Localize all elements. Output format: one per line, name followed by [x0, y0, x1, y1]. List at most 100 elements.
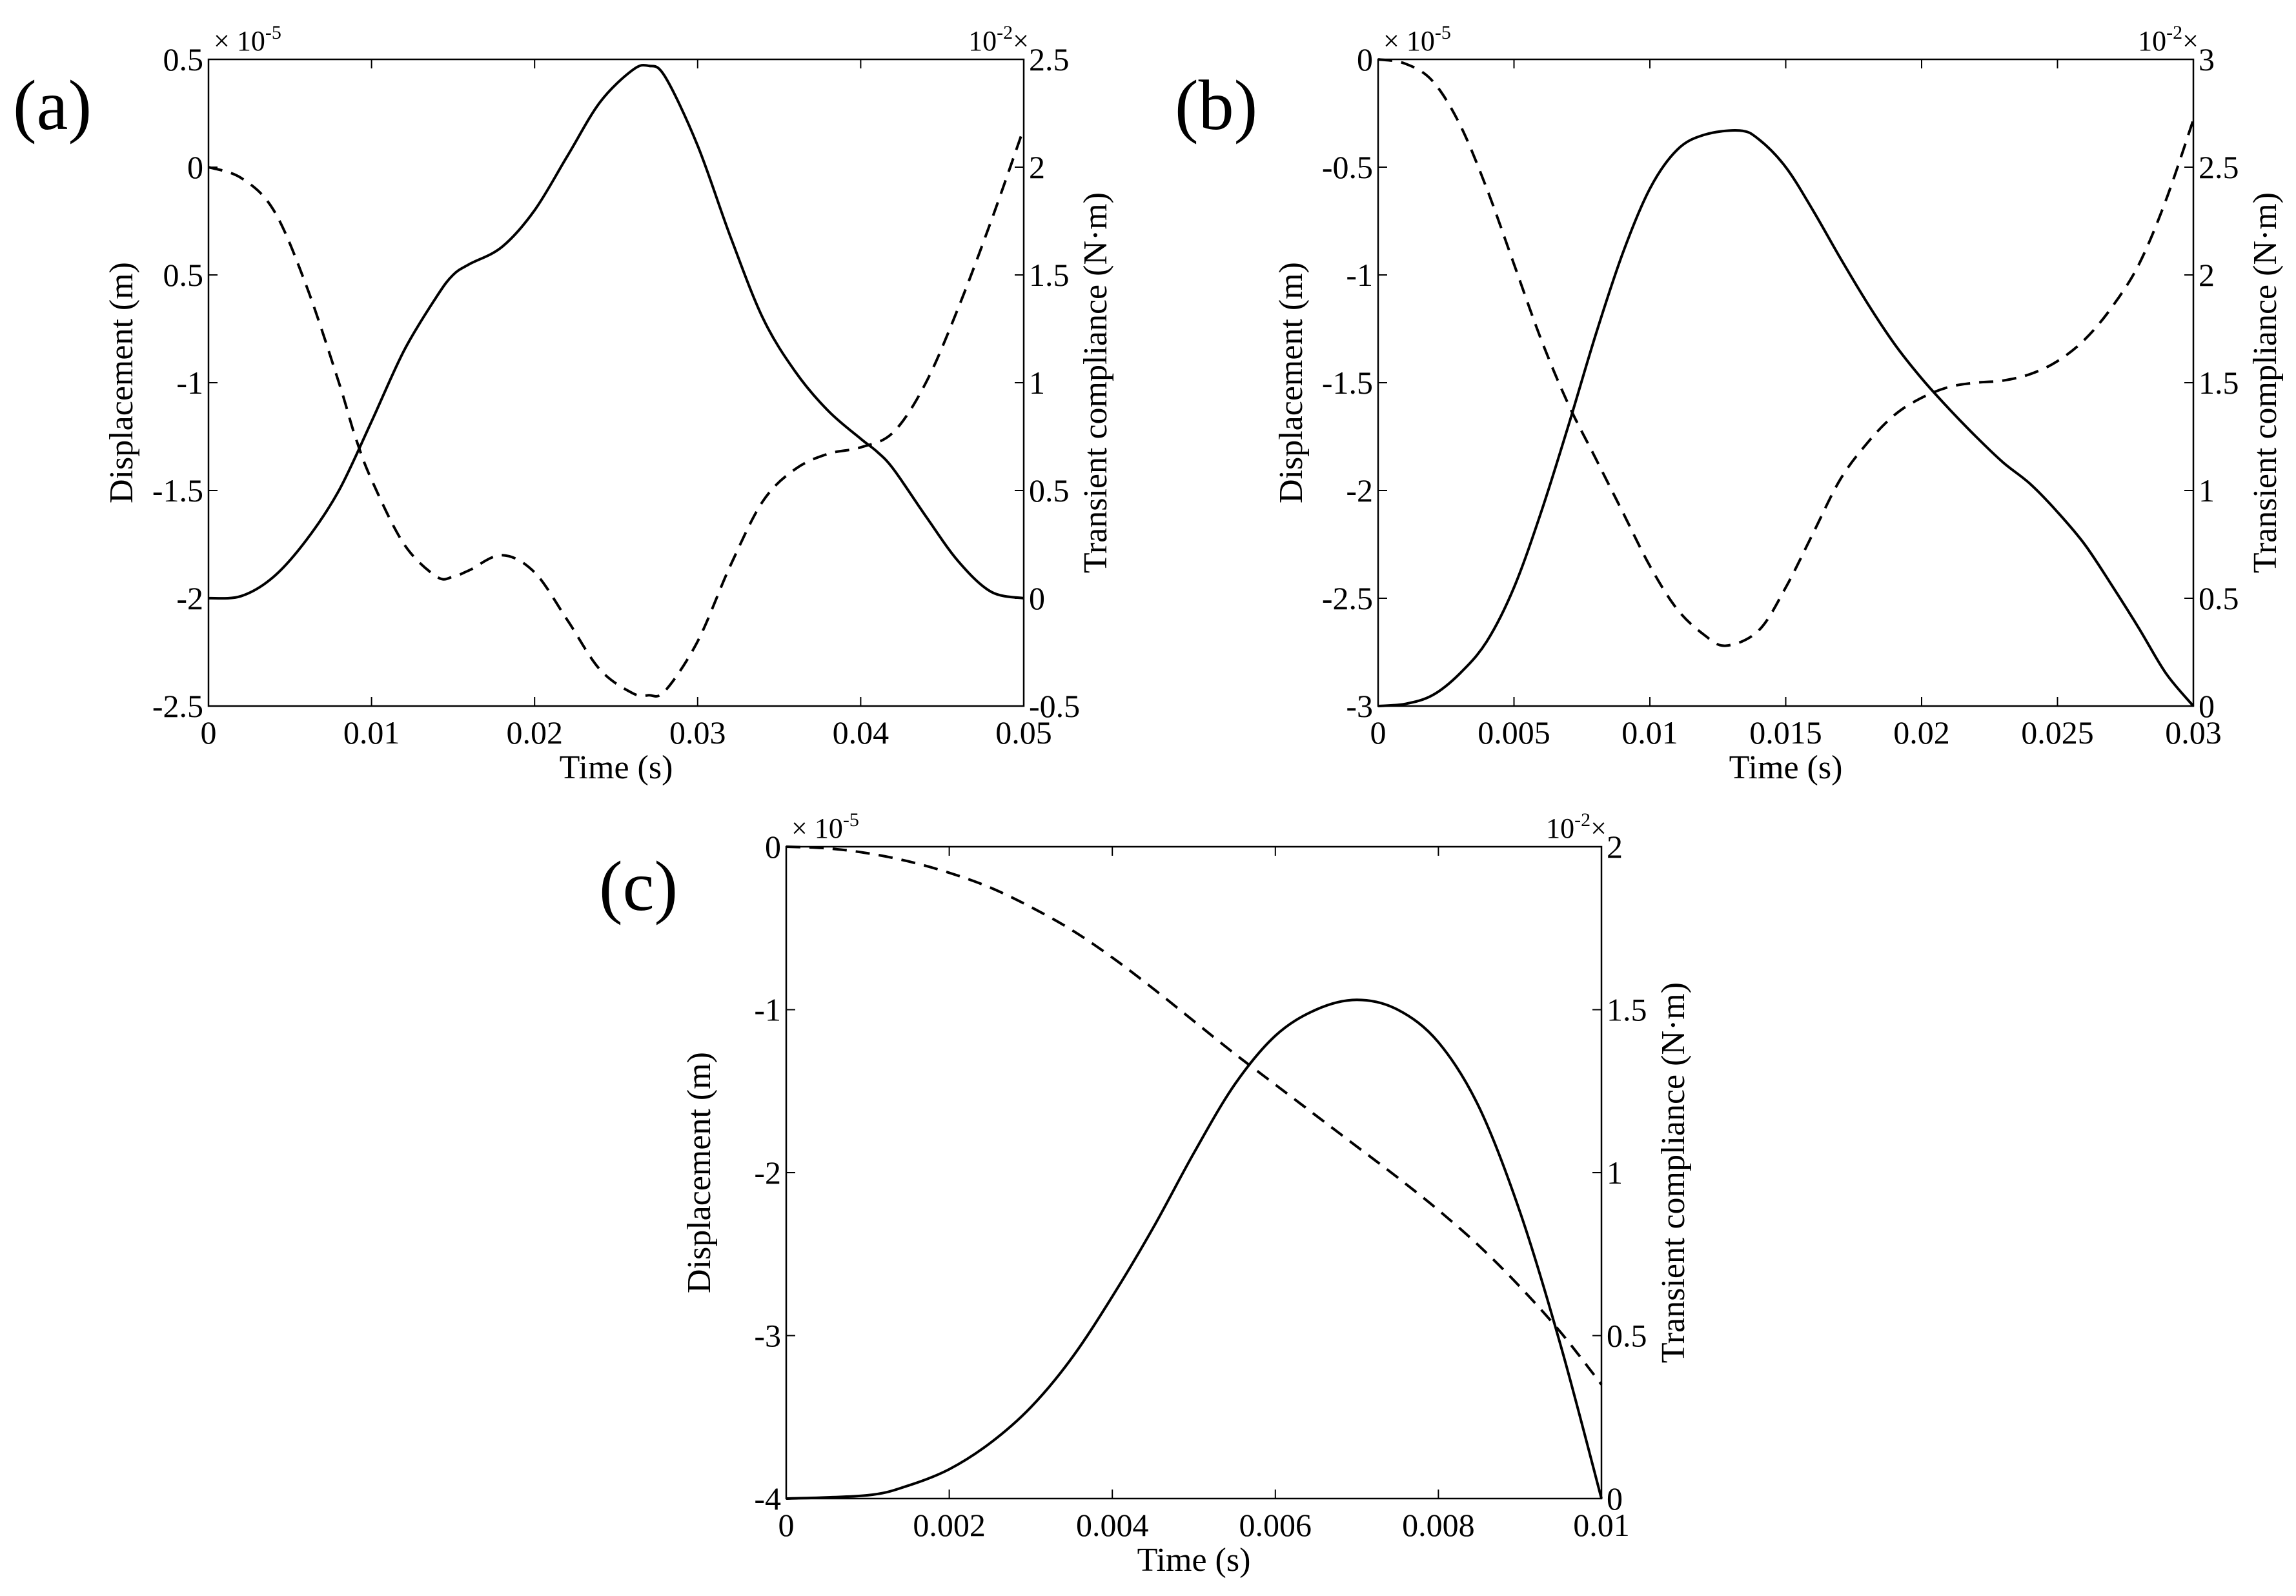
- x-tick-label: 0.015: [1749, 714, 1822, 751]
- y-axis-title: Displacement (m): [1273, 262, 1310, 503]
- x-tick-label: 0: [778, 1507, 795, 1543]
- y-tick-label: -1: [1346, 257, 1373, 293]
- y-exponent-label: × 10-5: [1383, 22, 1451, 57]
- y2-exponent-label: 10-2×: [968, 22, 1029, 57]
- y-tick-label: -1.5: [152, 472, 203, 509]
- x-axis-title: Time (s): [560, 749, 673, 786]
- y2-exponent-suffix: ×: [2182, 25, 2199, 57]
- x-tick-label: 0.03: [2165, 714, 2222, 751]
- y2-axis-title: Transient compliance (N·m): [1655, 982, 1692, 1363]
- y2-exponent-prefix: 10: [2138, 25, 2166, 57]
- y2-exponent-power: -2: [1574, 809, 1590, 831]
- y2-exponent-prefix: 10: [968, 25, 997, 57]
- x-tick-label: 0.004: [1076, 1507, 1149, 1543]
- displacement-series-line: [208, 128, 1025, 698]
- compliance-series-line: [1377, 128, 2195, 707]
- y2-tick-label: 1: [1029, 365, 1045, 401]
- y-tick-label: -1: [754, 992, 781, 1028]
- y-axis-title: Displacement (m): [103, 262, 140, 503]
- y-exponent-label: × 10-5: [791, 809, 859, 844]
- panel-label: (a): [13, 66, 92, 145]
- y2-tick-label: 0: [1607, 1480, 1623, 1517]
- x-tick-label: 0.025: [2021, 714, 2094, 751]
- y2-tick-label: -0.5: [1029, 688, 1080, 724]
- y2-exponent-prefix: 10: [1546, 813, 1574, 844]
- x-axis-title: Time (s): [1729, 749, 1843, 786]
- y2-tick-label: 0.5: [2199, 580, 2239, 616]
- y2-tick-label: 0.5: [1029, 472, 1070, 509]
- y-axis-title: Displacement (m): [681, 1052, 718, 1293]
- y-tick-label: -4: [754, 1480, 781, 1517]
- y-tick-label: 0: [765, 829, 781, 865]
- y2-exponent-label: 10-2×: [2138, 22, 2199, 57]
- y-tick-label: -3: [1346, 688, 1373, 724]
- x-tick-label: 0.01: [343, 714, 400, 751]
- displacement-series-line: [786, 845, 1603, 1386]
- panel-label: (c): [599, 847, 678, 925]
- y2-exponent-suffix: ×: [1013, 25, 1029, 57]
- compliance-series-line: [208, 63, 1024, 600]
- y-tick-label: 0: [187, 149, 203, 185]
- x-axis-title: Time (s): [1137, 1542, 1251, 1579]
- x-tick-label: 0.01: [1621, 714, 1678, 751]
- displacement-series-line: [1377, 58, 2195, 647]
- y2-tick-label: 2: [2199, 257, 2215, 293]
- y-tick-label: -3: [754, 1318, 781, 1354]
- x-tick-label: 0.04: [833, 714, 889, 751]
- x-tick-label: 0.02: [506, 714, 563, 751]
- panel-label: (b): [1175, 66, 1257, 145]
- y-tick-label: -0.5: [1322, 149, 1373, 185]
- y2-tick-label: 1.5: [1607, 992, 1647, 1028]
- y-exponent-label: × 10-5: [214, 22, 281, 57]
- x-tick-label: 0.006: [1239, 1507, 1312, 1543]
- x-tick-label: 0.008: [1402, 1507, 1475, 1543]
- y2-tick-label: 1.5: [2199, 365, 2239, 401]
- y2-exponent-label: 10-2×: [1546, 809, 1607, 844]
- y-exponent-power: -5: [265, 22, 281, 43]
- y2-axis-title: Transient compliance (N·m): [2247, 192, 2284, 573]
- y2-tick-label: 0.5: [1607, 1318, 1647, 1354]
- compliance-series-line: [786, 998, 1603, 1500]
- y-tick-label: -2: [176, 580, 203, 616]
- y2-tick-label: 2.5: [2199, 149, 2239, 185]
- x-tick-label: 0.02: [1893, 714, 1950, 751]
- y-tick-label: 0: [1357, 41, 1373, 77]
- y-exponent-prefix: × 10: [791, 813, 843, 844]
- y-exponent-prefix: × 10: [214, 25, 265, 57]
- chart-panel-c: 0 0.002 0.004 0.006 0.008 0.01 -4 -3 -2 -1 0 0 0.5 1 1…: [599, 809, 1692, 1579]
- y2-tick-label: 3: [2199, 41, 2215, 77]
- y-tick-label: -2.5: [1322, 580, 1373, 616]
- y2-exponent-suffix: ×: [1590, 813, 1607, 844]
- y-tick-label: 0.5: [163, 257, 204, 293]
- y-tick-label: -1.5: [1322, 365, 1373, 401]
- y-exponent-prefix: × 10: [1383, 25, 1435, 57]
- y-tick-label: -2: [1346, 472, 1373, 509]
- y2-axis-title: Transient compliance (N·m): [1077, 192, 1114, 573]
- y-exponent-power: -5: [843, 809, 859, 831]
- y-exponent-power: -5: [1435, 22, 1451, 43]
- chart-panel-b: 0 0.005 0.01 0.015 0.02 0.025 0.03 -3 -2.5 -2 -1.5…: [1175, 22, 2284, 786]
- chart-panel-a: 0 0.01 0.02 0.03 0.04 0.05 -2.5 -2 -1.5 -1 0.5 0 0.5…: [13, 22, 1114, 786]
- y2-tick-label: 2: [1607, 829, 1623, 865]
- y2-exponent-power: -2: [2166, 22, 2182, 43]
- y2-tick-label: 0: [1029, 580, 1045, 616]
- y2-exponent-power: -2: [997, 22, 1013, 43]
- x-tick-label: 0: [1370, 714, 1387, 751]
- y2-tick-label: 1.5: [1029, 257, 1070, 293]
- x-tick-label: 0.05: [995, 714, 1052, 751]
- y2-tick-label: 1: [2199, 472, 2215, 509]
- y-tick-label: 0.5: [163, 41, 204, 77]
- x-tick-label: 0.005: [1478, 714, 1550, 751]
- y-tick-label: -2.5: [152, 688, 203, 724]
- y-tick-label: -2: [754, 1155, 781, 1191]
- y2-tick-label: 0: [2199, 688, 2215, 724]
- x-tick-label: 0.01: [1573, 1507, 1630, 1543]
- x-tick-label: 0.03: [669, 714, 726, 751]
- x-tick-label: 0.002: [913, 1507, 986, 1543]
- x-tick-label: 0: [201, 714, 217, 751]
- y2-tick-label: 2: [1029, 149, 1045, 185]
- y2-tick-label: 2.5: [1029, 41, 1070, 77]
- y2-tick-label: 1: [1607, 1155, 1623, 1191]
